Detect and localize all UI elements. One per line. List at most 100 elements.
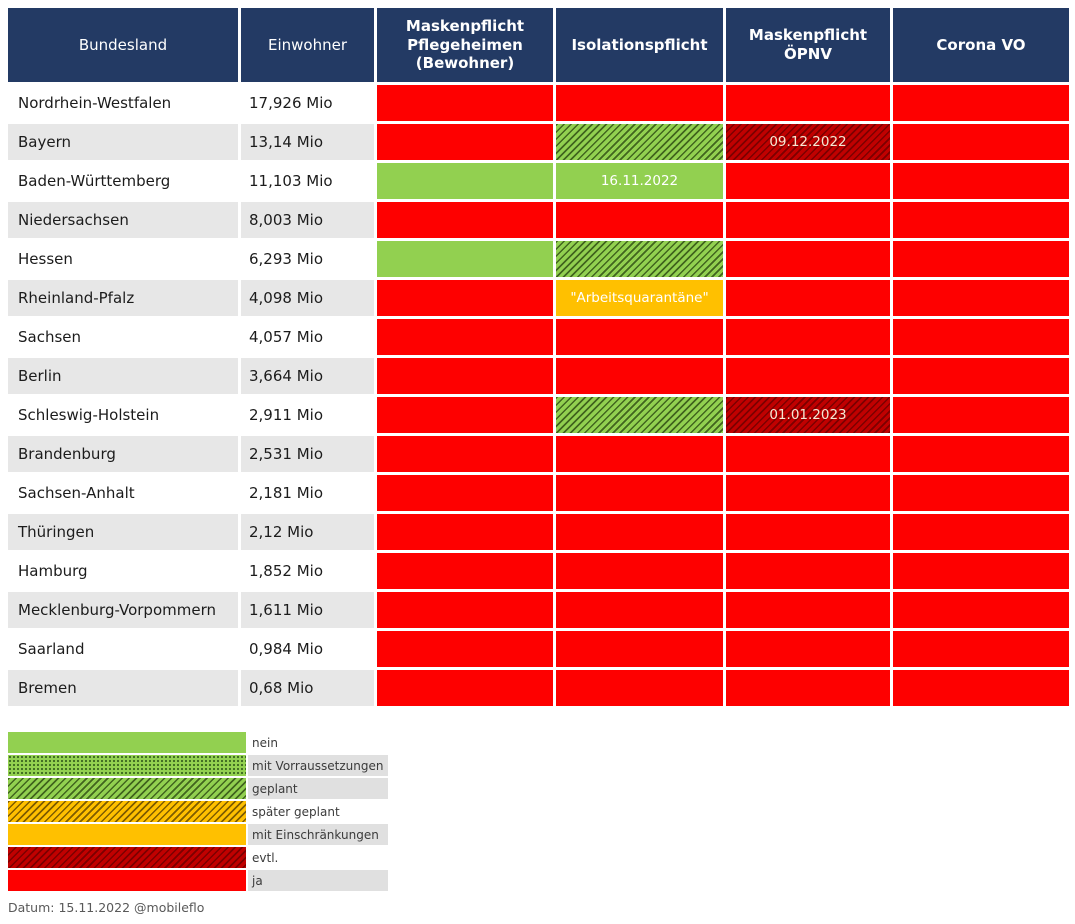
column-header-corona-vo: Corona VO (893, 8, 1069, 82)
status-cell-maskenpflicht-oepnv (726, 631, 890, 667)
legend-item: ja (8, 870, 1075, 891)
status-cell-maskenpflicht-oepnv: 01.01.2023 (726, 397, 890, 433)
einwohner-cell: 6,293 Mio (241, 241, 374, 277)
legend-swatch (8, 755, 246, 776)
bundesland-cell: Bremen (8, 670, 238, 706)
bundesland-cell: Hamburg (8, 553, 238, 589)
status-cell-isolationspflicht (556, 553, 723, 589)
status-cell-corona-vo (893, 358, 1069, 394)
status-cell-maskenpflicht-pflegeheime (377, 670, 553, 706)
status-cell-isolationspflicht (556, 85, 723, 121)
status-cell-maskenpflicht-pflegeheime (377, 514, 553, 550)
bundesland-table: Bundesland Einwohner Maskenpflicht Pfleg… (8, 8, 1069, 706)
legend-label: nein (252, 735, 278, 750)
status-cell-corona-vo (893, 592, 1069, 628)
status-cell-corona-vo (893, 436, 1069, 472)
status-note: "Arbeitsquarantäne" (570, 290, 709, 306)
status-cell-corona-vo (893, 241, 1069, 277)
bundesland-cell: Sachsen-Anhalt (8, 475, 238, 511)
status-cell-isolationspflicht (556, 397, 723, 433)
status-cell-corona-vo (893, 319, 1069, 355)
status-cell-maskenpflicht-pflegeheime (377, 592, 553, 628)
status-cell-corona-vo (893, 85, 1069, 121)
legend-swatch (8, 847, 246, 868)
column-header-maskenpflicht-oepnv: Maskenpflicht ÖPNV (726, 8, 890, 82)
status-cell-isolationspflicht (556, 241, 723, 277)
bundesland-cell: Berlin (8, 358, 238, 394)
column-header-bundesland: Bundesland (8, 8, 238, 82)
bundesland-cell: Brandenburg (8, 436, 238, 472)
status-cell-corona-vo (893, 163, 1069, 199)
legend-swatch (8, 824, 246, 845)
legend-item: evtl. (8, 847, 1075, 868)
bundesland-cell: Schleswig-Holstein (8, 397, 238, 433)
status-cell-isolationspflicht (556, 475, 723, 511)
status-cell-isolationspflicht (556, 124, 723, 160)
einwohner-cell: 3,664 Mio (241, 358, 374, 394)
status-cell-isolationspflicht (556, 319, 723, 355)
status-cell-corona-vo (893, 514, 1069, 550)
status-cell-corona-vo (893, 124, 1069, 160)
status-cell-maskenpflicht-pflegeheime (377, 202, 553, 238)
status-cell-corona-vo (893, 553, 1069, 589)
status-cell-maskenpflicht-pflegeheime (377, 553, 553, 589)
status-cell-isolationspflicht (556, 514, 723, 550)
status-cell-corona-vo (893, 280, 1069, 316)
legend-label: mit Einschränkungen (248, 824, 388, 845)
bundesland-cell: Sachsen (8, 319, 238, 355)
legend-label: evtl. (252, 850, 279, 865)
legend-swatch (8, 801, 246, 822)
legend-item: mit Einschränkungen (8, 824, 1075, 845)
status-note: 16.11.2022 (600, 173, 679, 189)
bundesland-cell: Thüringen (8, 514, 238, 550)
status-cell-maskenpflicht-pflegeheime (377, 436, 553, 472)
bundesland-cell: Mecklenburg-Vorpommern (8, 592, 238, 628)
bundesland-cell: Saarland (8, 631, 238, 667)
status-cell-corona-vo (893, 475, 1069, 511)
einwohner-cell: 0,984 Mio (241, 631, 374, 667)
status-cell-maskenpflicht-pflegeheime (377, 163, 553, 199)
einwohner-cell: 4,098 Mio (241, 280, 374, 316)
legend-swatch (8, 778, 246, 799)
status-cell-maskenpflicht-pflegeheime (377, 85, 553, 121)
legend: nein mit Vorraussetzungen geplant später ge… (8, 732, 1075, 891)
einwohner-cell: 2,181 Mio (241, 475, 374, 511)
legend-item: später geplant (8, 801, 1075, 822)
status-cell-maskenpflicht-oepnv (726, 202, 890, 238)
bundesland-cell: Baden-Württemberg (8, 163, 238, 199)
legend-swatch (8, 732, 246, 753)
einwohner-cell: 2,531 Mio (241, 436, 374, 472)
legend-item: mit Vorraussetzungen (8, 755, 1075, 776)
status-cell-maskenpflicht-oepnv (726, 241, 890, 277)
column-header-isolationspflicht: Isolationspflicht (556, 8, 723, 82)
status-cell-isolationspflicht (556, 202, 723, 238)
status-cell-maskenpflicht-oepnv (726, 592, 890, 628)
date-attribution: Datum: 15.11.2022 @mobileflo (8, 900, 205, 915)
column-header-maskenpflicht-pflegeheime: Maskenpflicht Pflegeheimen (Bewohner) (377, 8, 553, 82)
status-cell-maskenpflicht-oepnv: 09.12.2022 (726, 124, 890, 160)
status-cell-maskenpflicht-pflegeheime (377, 358, 553, 394)
status-note: 09.12.2022 (769, 134, 847, 150)
einwohner-cell: 8,003 Mio (241, 202, 374, 238)
bundesland-cell: Niedersachsen (8, 202, 238, 238)
einwohner-cell: 11,103 Mio (241, 163, 374, 199)
bundesland-cell: Rheinland-Pfalz (8, 280, 238, 316)
column-header-einwohner: Einwohner (241, 8, 374, 82)
status-cell-isolationspflicht (556, 592, 723, 628)
legend-label: mit Vorraussetzungen (248, 755, 388, 776)
status-cell-maskenpflicht-oepnv (726, 475, 890, 511)
einwohner-cell: 17,926 Mio (241, 85, 374, 121)
status-cell-maskenpflicht-pflegeheime (377, 397, 553, 433)
bundesland-cell: Bayern (8, 124, 238, 160)
status-cell-corona-vo (893, 202, 1069, 238)
status-cell-isolationspflicht: "Arbeitsquarantäne" (556, 280, 723, 316)
einwohner-cell: 1,611 Mio (241, 592, 374, 628)
einwohner-cell: 4,057 Mio (241, 319, 374, 355)
legend-item: geplant (8, 778, 1075, 799)
bundesland-cell: Nordrhein-Westfalen (8, 85, 238, 121)
status-note: 01.01.2023 (769, 407, 847, 423)
status-cell-maskenpflicht-oepnv (726, 358, 890, 394)
status-cell-maskenpflicht-pflegeheime (377, 475, 553, 511)
status-cell-maskenpflicht-pflegeheime (377, 631, 553, 667)
